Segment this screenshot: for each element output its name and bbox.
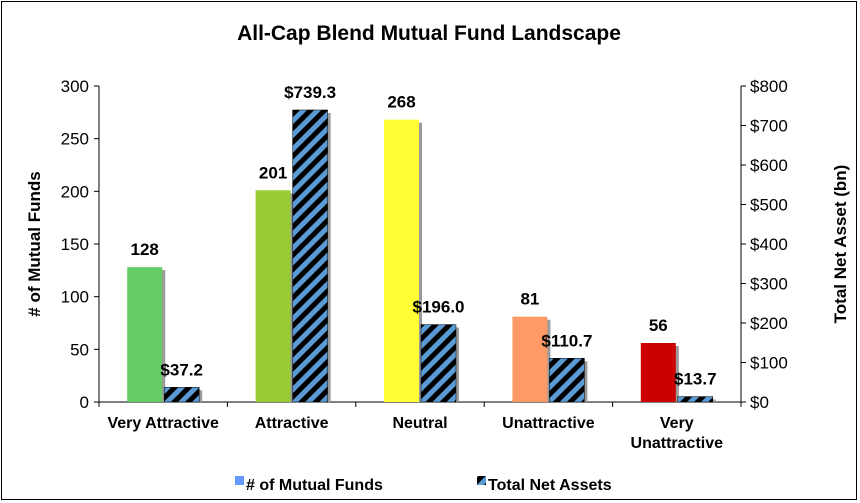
left-tick-label: 200 xyxy=(61,182,89,201)
data-label-mutual-funds: 128 xyxy=(131,240,159,259)
right-tick-label: $200 xyxy=(750,314,788,333)
bar-mutual-funds xyxy=(384,119,419,402)
left-tick-label: 150 xyxy=(61,235,89,254)
legend-swatch-mutual-funds xyxy=(235,476,244,485)
category-label-line1: Very xyxy=(660,415,694,432)
right-tick-label: $0 xyxy=(750,393,769,412)
bar-net-assets xyxy=(420,324,457,403)
data-label-net-assets: $13.7 xyxy=(674,370,717,389)
category-label-line2: Unattractive xyxy=(631,435,724,452)
data-label-mutual-funds: 201 xyxy=(259,163,287,182)
right-tick-label: $300 xyxy=(750,275,788,294)
bar-net-assets xyxy=(677,396,714,403)
bar-net-assets xyxy=(292,109,328,403)
bar-mutual-funds xyxy=(640,343,676,402)
data-label-net-assets: $37.2 xyxy=(160,360,203,379)
chart-title: All-Cap Blend Mutual Fund Landscape xyxy=(237,22,621,45)
left-tick-label: 50 xyxy=(70,340,89,359)
right-axis-title: Total Net Asset (bn) xyxy=(831,165,850,324)
category-label: Attractive xyxy=(255,415,329,432)
category-label: Neutral xyxy=(392,415,447,432)
legend-swatch-net-assets xyxy=(477,476,486,485)
category-label: Unattractive xyxy=(502,415,595,432)
plot-area: 0 50 100 150 200 250 300 $0 $100 $200 $300 $400 $500… xyxy=(25,77,850,494)
legend-label-mutual-funds: # of Mutual Funds xyxy=(246,477,383,494)
left-axis-title: # of Mutual Funds xyxy=(25,171,44,316)
right-tick-label: $600 xyxy=(750,156,788,175)
data-label-net-assets: $739.3 xyxy=(284,83,336,102)
data-label-net-assets: $196.0 xyxy=(413,298,465,317)
left-tick-label: 100 xyxy=(61,288,89,307)
left-tick-label: 250 xyxy=(61,130,89,149)
right-tick-label: $100 xyxy=(750,354,788,373)
bar-mutual-funds xyxy=(512,316,548,402)
right-tick-label: $800 xyxy=(750,77,788,96)
bar-mutual-funds xyxy=(127,267,163,402)
right-tick-label: $400 xyxy=(750,235,788,254)
right-tick-label: $700 xyxy=(750,117,788,136)
bar-net-assets xyxy=(163,387,200,403)
left-tick-label: 0 xyxy=(80,393,89,412)
right-tick-label: $500 xyxy=(750,196,788,215)
bar-mutual-funds xyxy=(255,190,291,402)
data-label-mutual-funds: 81 xyxy=(520,290,539,309)
data-label-net-assets: $110.7 xyxy=(541,331,592,350)
data-label-mutual-funds: 268 xyxy=(387,93,415,112)
bar-net-assets xyxy=(549,358,585,403)
legend-label-net-assets: Total Net Assets xyxy=(488,477,612,494)
category-label: Very Attractive xyxy=(107,415,219,432)
data-label-mutual-funds: 56 xyxy=(649,316,668,335)
left-tick-label: 300 xyxy=(61,77,89,96)
